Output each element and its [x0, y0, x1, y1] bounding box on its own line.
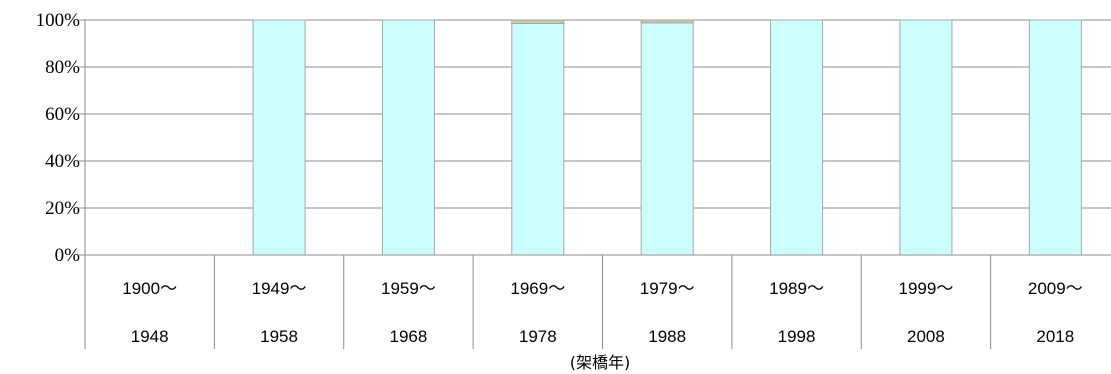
y-tick-label: 100% [36, 10, 81, 31]
y-tick-label: 40% [45, 151, 80, 172]
bar [1028, 19, 1082, 256]
bar [252, 19, 306, 256]
x-tick-label: 1900〜 [122, 279, 177, 298]
x-tick-label: 1988 [648, 327, 686, 346]
x-tick-label: 1968 [390, 327, 428, 346]
gridlines [85, 19, 1111, 209]
x-tick-label: 1969〜 [510, 279, 565, 298]
bar [640, 19, 694, 24]
bar [511, 19, 565, 25]
bars [252, 19, 1082, 256]
x-tick-label: 1979〜 [640, 279, 695, 298]
x-tick-label: 1959〜 [381, 279, 436, 298]
x-tick-label: 1989〜 [769, 279, 824, 298]
x-tick-label: 1998 [778, 327, 816, 346]
y-tick-label: 60% [45, 104, 80, 125]
x-tick-labels: 1900〜 1948 1949〜 1958 1959〜 1968 1969〜 1978 1979… [122, 279, 1082, 346]
y-tick-label: 80% [45, 57, 80, 78]
axes [79, 19, 1111, 349]
bar [381, 19, 435, 256]
x-tick-label: 1948 [131, 327, 169, 346]
x-axis-title: (架橋年) [570, 353, 631, 372]
bar [899, 19, 953, 256]
x-tick-label: 2008 [907, 327, 945, 346]
x-tick-label: 1958 [260, 327, 298, 346]
x-tick-label: 2018 [1036, 327, 1074, 346]
y-tick-label: 20% [45, 198, 80, 219]
bar [511, 23, 565, 256]
y-tick-label: 0% [55, 245, 81, 266]
bar [770, 19, 824, 256]
x-tick-label: 1978 [519, 327, 557, 346]
y-tick-labels: 0% 20% 40% 60% 80% 100% [36, 10, 81, 266]
x-tick-label: 1949〜 [252, 279, 307, 298]
bar [640, 22, 694, 256]
x-tick-label: 2009〜 [1028, 279, 1083, 298]
x-tick-label: 1999〜 [899, 279, 954, 298]
